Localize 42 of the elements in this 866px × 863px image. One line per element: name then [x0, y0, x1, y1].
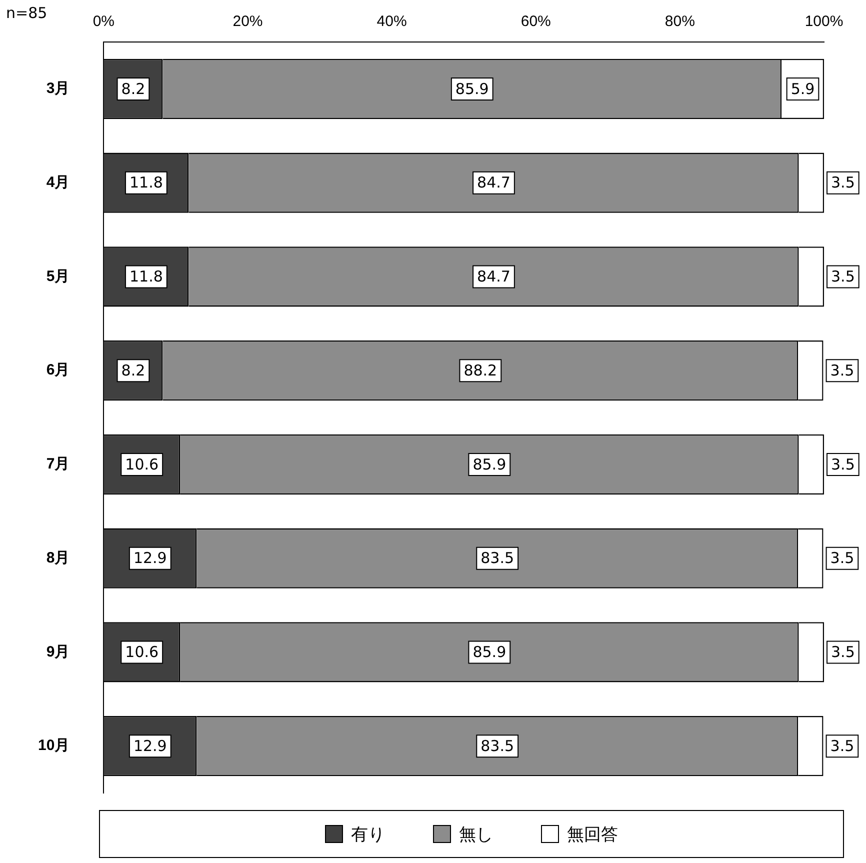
data-label: 10.6 — [125, 455, 159, 474]
data-label: 3.5 — [831, 643, 855, 662]
legend-label: 有り — [351, 824, 385, 846]
data-label: 88.2 — [464, 361, 498, 380]
data-label: 3.5 — [830, 361, 854, 380]
x-tick-label: 20% — [232, 13, 263, 30]
x-tick-label: 0% — [92, 13, 115, 30]
x-tick-label: 40% — [376, 13, 407, 30]
data-label: 83.5 — [480, 549, 514, 568]
y-tick-label: 8月 — [46, 549, 70, 566]
data-label: 12.9 — [133, 736, 167, 755]
x-tick-label: 100% — [804, 13, 844, 30]
data-label: 84.7 — [477, 268, 510, 286]
y-tick-label: 7月 — [46, 456, 70, 473]
data-label: 8.2 — [121, 80, 146, 98]
y-tick-label: 3月 — [46, 80, 70, 98]
y-tick-label: 9月 — [46, 643, 70, 660]
data-label: 3.5 — [831, 268, 855, 286]
x-tick-label: 80% — [664, 13, 695, 30]
data-label: 12.9 — [133, 549, 167, 568]
data-label: 83.5 — [480, 736, 514, 755]
data-label: 11.8 — [129, 268, 163, 286]
legend-label: 無回答 — [567, 824, 618, 846]
data-label: 3.5 — [831, 174, 855, 192]
data-label: 85.9 — [455, 80, 489, 98]
data-label: 3.5 — [830, 549, 854, 568]
data-label: 10.6 — [125, 643, 159, 662]
y-tick-label: 6月 — [46, 362, 70, 379]
data-label: 11.8 — [129, 174, 163, 192]
data-label: 3.5 — [830, 736, 854, 755]
data-label: 3.5 — [831, 455, 855, 474]
y-tick-label: 5月 — [46, 268, 70, 285]
x-tick-label: 60% — [520, 13, 551, 30]
y-tick-label: 10月 — [38, 737, 70, 754]
y-tick-label: 4月 — [46, 174, 70, 191]
data-label: 5.9 — [790, 80, 815, 98]
text: n=85 — [6, 4, 48, 22]
data-label: 85.9 — [472, 455, 506, 474]
data-label: 85.9 — [472, 643, 506, 662]
data-label: 8.2 — [121, 361, 146, 380]
data-label: 84.7 — [477, 174, 510, 192]
text: 無し — [459, 824, 493, 846]
